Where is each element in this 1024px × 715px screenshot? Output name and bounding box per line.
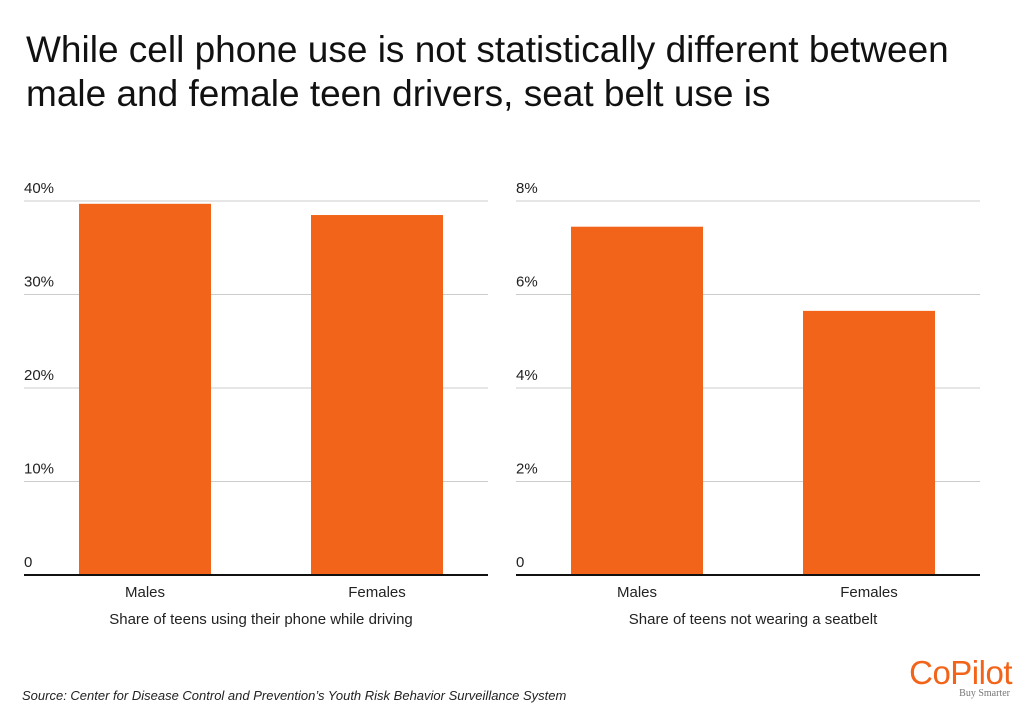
- y-tick-label: 20%: [24, 367, 54, 384]
- x-axis-label: Share of teens using their phone while d…: [109, 611, 413, 628]
- y-tick-label: 40%: [24, 180, 54, 197]
- x-tick-label: Females: [840, 584, 898, 601]
- phone-use-chart: 0 10% 20% 30% 40% Males Females Share of teens …: [24, 170, 488, 640]
- bar-females: [803, 310, 935, 575]
- x-axis-label: Share of teens not wearing a seatbelt: [629, 611, 878, 628]
- y-tick-label: 10%: [24, 461, 54, 478]
- y-tick-label: 8%: [516, 180, 538, 197]
- bar-males: [571, 226, 703, 575]
- copilot-logo: CoPilot Buy Smarter: [862, 654, 1012, 700]
- y-tick-label: 0: [24, 554, 32, 571]
- y-tick-label: 2%: [516, 461, 538, 478]
- source-note: Source: Center for Disease Control and P…: [22, 688, 567, 703]
- y-tick-label: 0: [516, 554, 524, 571]
- seatbelt-chart: 0 2% 4% 6% 8% Males Females Share of teens not …: [516, 170, 980, 640]
- x-tick-label: Males: [125, 584, 165, 601]
- y-tick-label: 30%: [24, 274, 54, 291]
- logo-wordmark: CoPilot: [909, 654, 1012, 691]
- logo-tagline: Buy Smarter: [959, 688, 1010, 699]
- x-tick-label: Males: [617, 584, 657, 601]
- bar-males: [79, 203, 211, 575]
- bar-females: [311, 215, 443, 575]
- x-tick-label: Females: [348, 584, 406, 601]
- seatbelt-chart-svg: 0 2% 4% 6% 8% Males Females Share of teens not …: [516, 180, 980, 628]
- chart-title: While cell phone use is not statisticall…: [26, 29, 949, 114]
- phone-use-chart-svg: 0 10% 20% 30% 40% Males Females Share of teens …: [24, 180, 488, 628]
- y-tick-label: 4%: [516, 367, 538, 384]
- y-tick-label: 6%: [516, 274, 538, 291]
